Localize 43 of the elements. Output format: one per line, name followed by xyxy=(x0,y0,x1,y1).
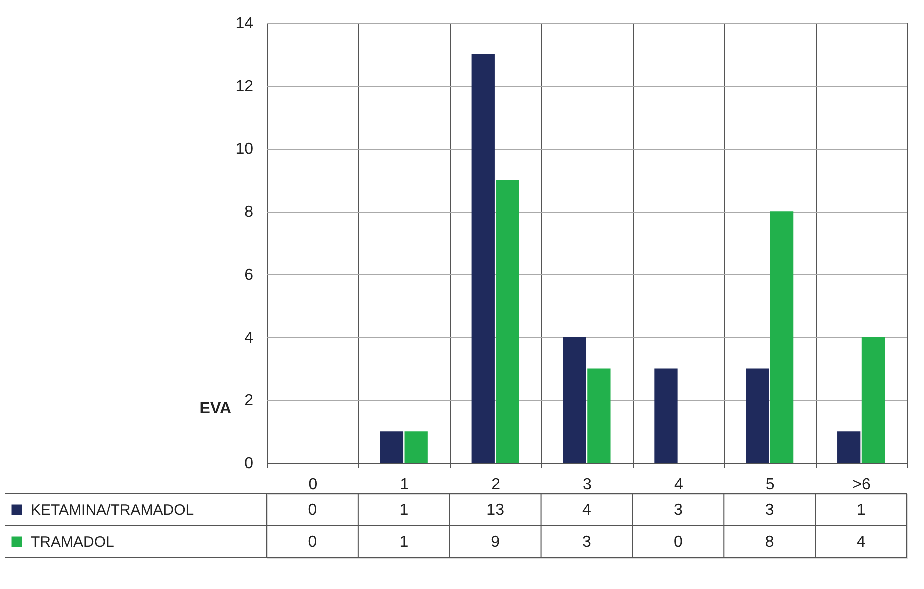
x-tick-label: >6 xyxy=(852,476,872,494)
data-label: 3 xyxy=(674,502,683,519)
data-label: 9 xyxy=(491,534,500,551)
y-tick-label: 2 xyxy=(244,392,254,410)
bar xyxy=(654,368,678,463)
bar xyxy=(496,180,520,463)
data-label: 0 xyxy=(674,534,683,551)
bar xyxy=(563,337,586,463)
bar xyxy=(472,54,495,463)
y-tick-label: 14 xyxy=(236,16,254,32)
legend-label: KETAMINA/TRAMADOL xyxy=(31,502,194,519)
y-tick-label: 4 xyxy=(244,330,254,347)
data-label: 8 xyxy=(765,534,774,551)
y-tick-label: 10 xyxy=(236,141,254,158)
x-tick-label: 1 xyxy=(400,476,410,494)
data-label: 3 xyxy=(582,534,592,551)
x-tick-label: 4 xyxy=(674,476,684,494)
y-tick-label: 12 xyxy=(236,78,254,96)
y-tick-label: 0 xyxy=(244,456,254,472)
bar xyxy=(404,432,428,463)
data-label: 1 xyxy=(400,502,409,519)
data-label: 1 xyxy=(856,502,866,519)
legend-label: TRAMADOL xyxy=(31,534,114,551)
y-tick-label: 6 xyxy=(244,266,254,284)
data-label: 1 xyxy=(400,534,409,551)
bar xyxy=(838,432,861,463)
bar xyxy=(746,368,770,463)
data-label: 4 xyxy=(856,534,866,551)
bar xyxy=(380,432,404,463)
bar xyxy=(862,337,886,463)
bar xyxy=(770,212,794,463)
bar xyxy=(588,368,611,463)
y-tick-label: 8 xyxy=(244,204,254,222)
x-tick-label: 0 xyxy=(308,476,318,494)
data-label: 3 xyxy=(765,502,774,519)
data-label: 4 xyxy=(582,502,592,519)
y-axis-title: EVA xyxy=(200,400,232,418)
x-tick-label: 2 xyxy=(492,476,501,494)
x-tick-label: 5 xyxy=(766,476,775,494)
data-label: 0 xyxy=(308,502,318,519)
data-label: 13 xyxy=(486,502,505,519)
x-tick-label: 3 xyxy=(583,476,592,494)
data-label: 0 xyxy=(308,534,318,551)
